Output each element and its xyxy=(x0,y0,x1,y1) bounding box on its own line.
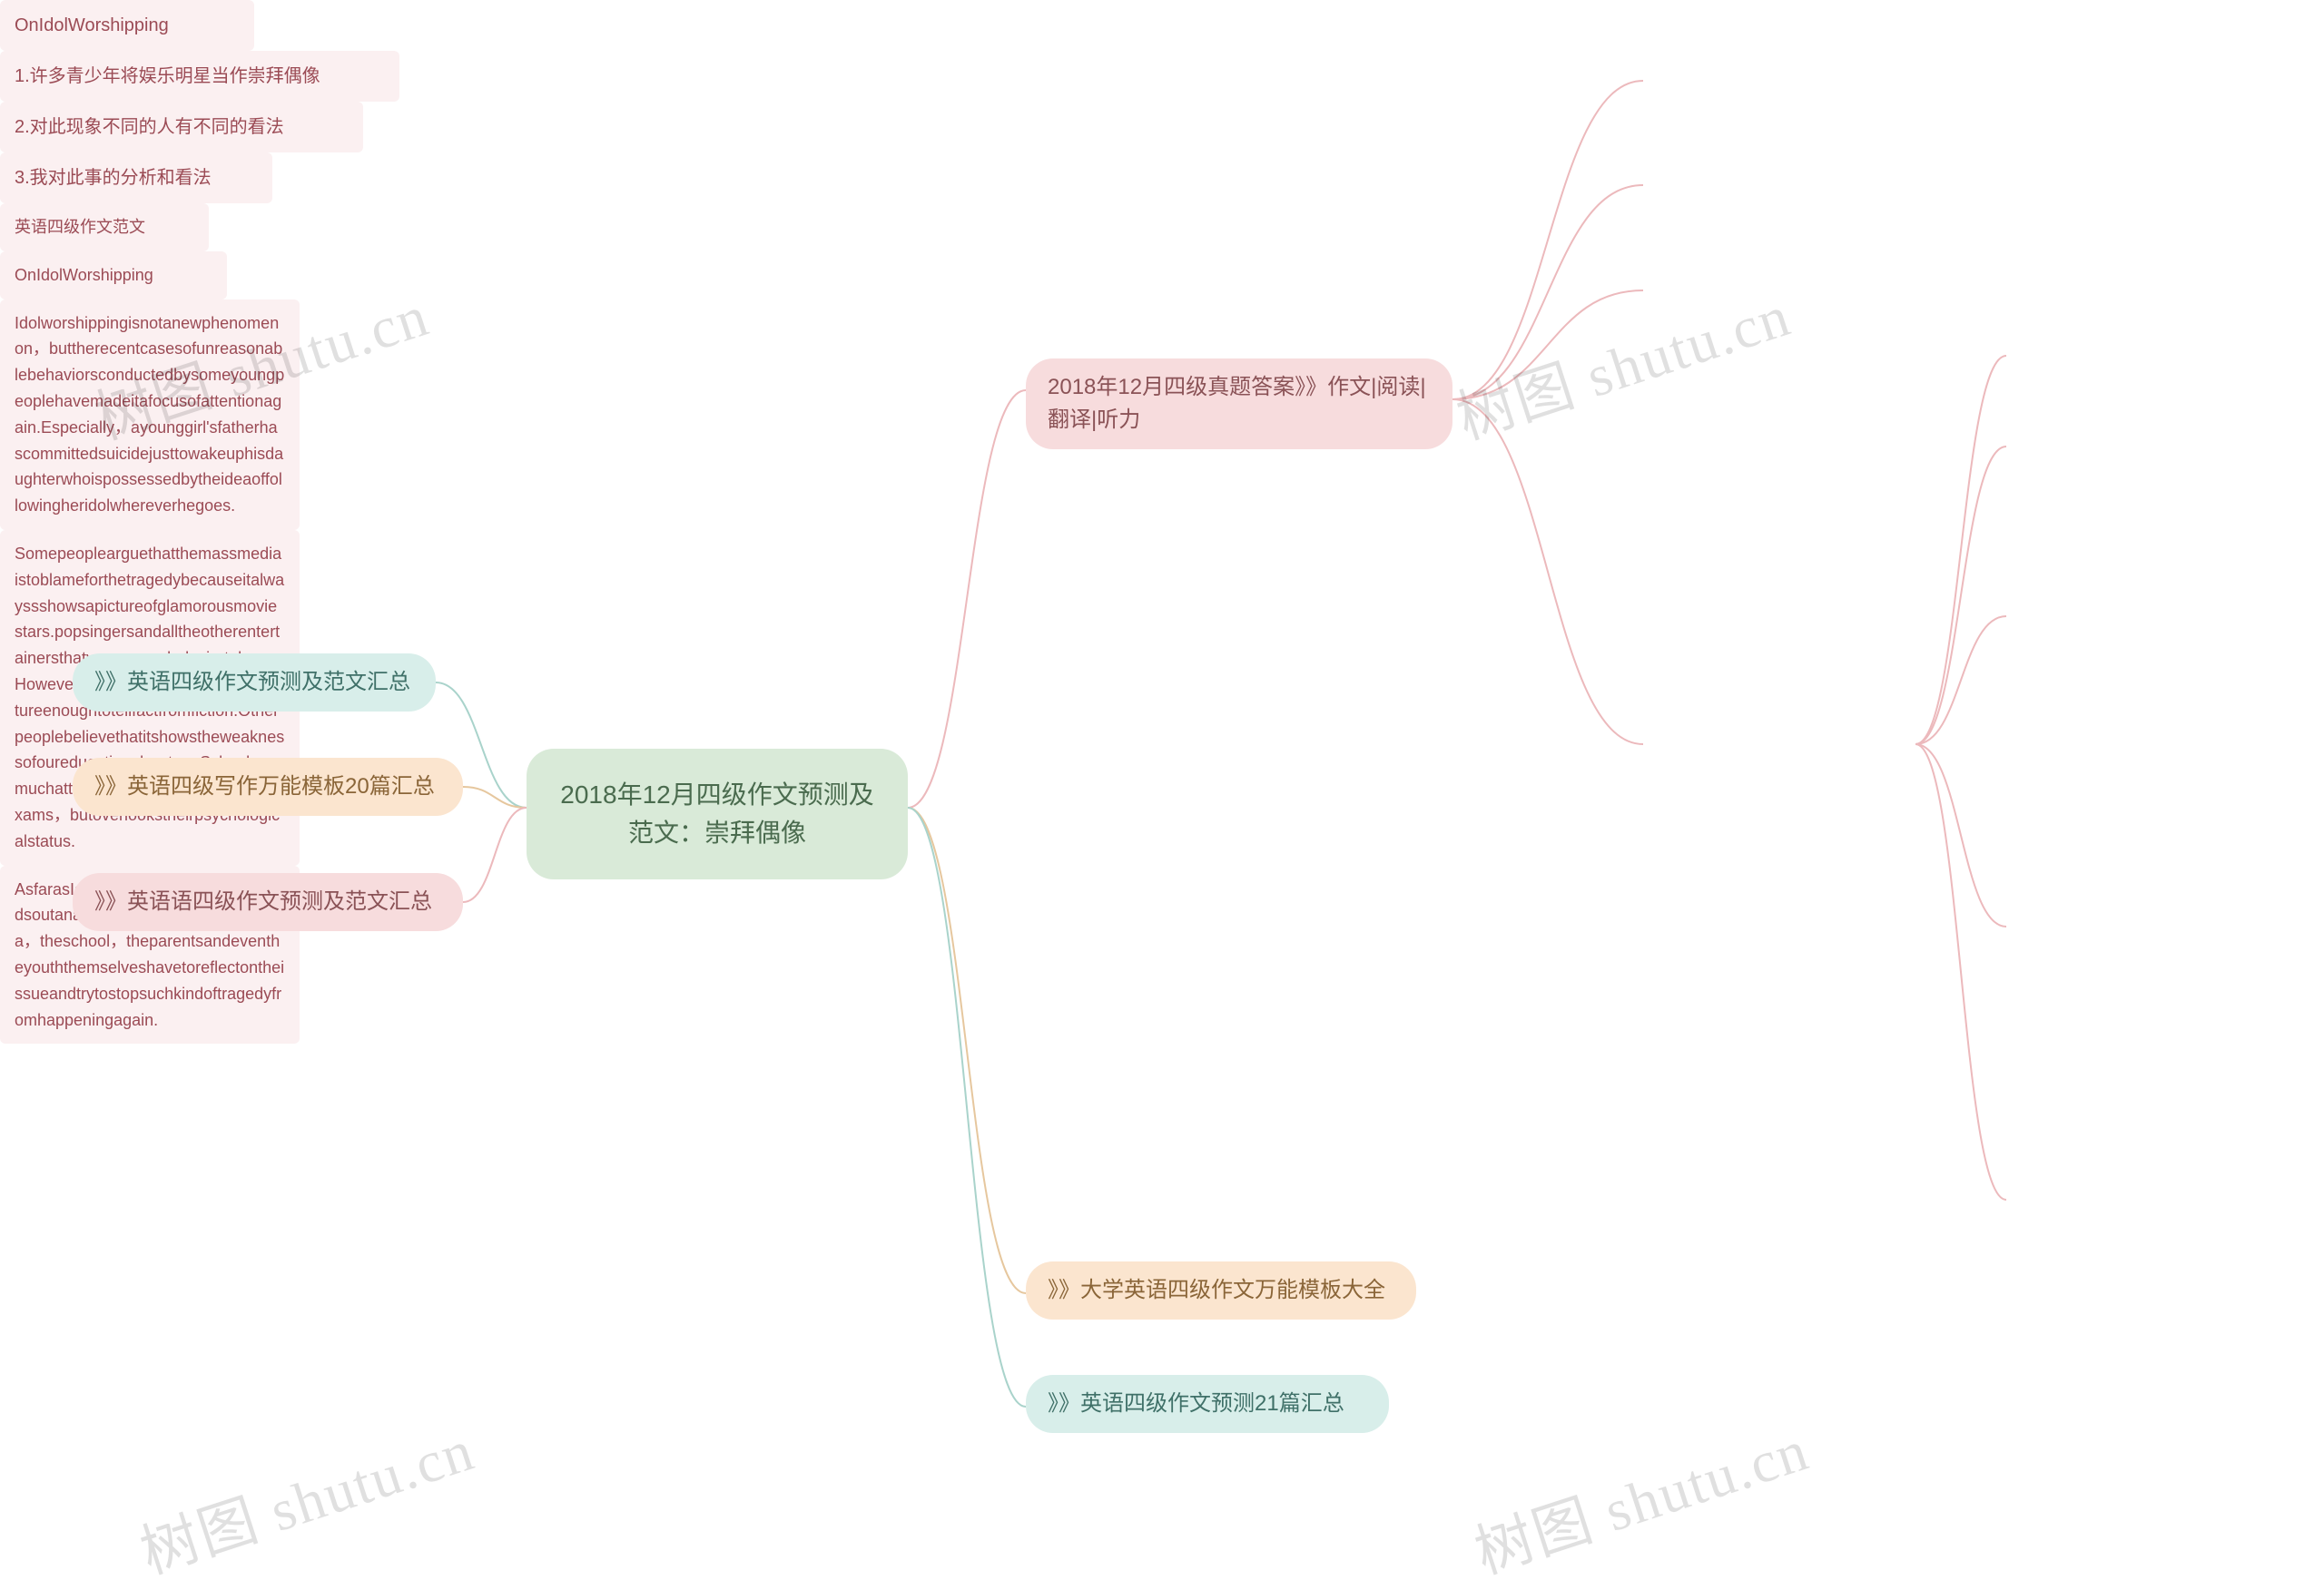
watermark: 树图 shutu.cn xyxy=(1445,270,1800,456)
mindmap-canvas: 树图 shutu.cn树图 shutu.cn树图 shutu.cn树图 shut… xyxy=(0,0,2324,1508)
left-branch-2[interactable]: 》》英语语四级作文预测及范文汇总 xyxy=(73,873,463,931)
right-branch-b3[interactable]: 》》英语四级作文预测21篇汇总 xyxy=(1026,1375,1389,1433)
leaf-c1[interactable]: OnIdolWorshipping xyxy=(0,0,254,51)
leaf-c2[interactable]: 1.许多青少年将娱乐明星当作崇拜偶像 xyxy=(0,51,399,102)
left-branch-0[interactable]: 》》英语四级作文预测及范文汇总 xyxy=(73,653,436,712)
leaf-d3[interactable]: Idolworshippingisnotanewphenomenon，butth… xyxy=(0,299,300,530)
center-node[interactable]: 2018年12月四级作文预测及范文：崇拜偶像 xyxy=(527,749,908,879)
leaf-d2[interactable]: OnIdolWorshipping xyxy=(0,251,227,299)
left-branch-1[interactable]: 》》英语四级写作万能模板20篇汇总 xyxy=(73,758,463,816)
right-branch-b2[interactable]: 》》大学英语四级作文万能模板大全 xyxy=(1026,1261,1416,1320)
leaf-c3[interactable]: 2.对此现象不同的人有不同的看法 xyxy=(0,102,363,152)
leaf-c4[interactable]: 3.我对此事的分析和看法 xyxy=(0,152,272,203)
watermark: 树图 shutu.cn xyxy=(1463,1404,1818,1590)
right-branch-b1[interactable]: 2018年12月四级真题答案》》作文|阅读|翻译|听力 xyxy=(1026,358,1452,449)
leaf-d1[interactable]: 英语四级作文范文 xyxy=(0,203,209,251)
watermark: 树图 shutu.cn xyxy=(129,1404,484,1590)
